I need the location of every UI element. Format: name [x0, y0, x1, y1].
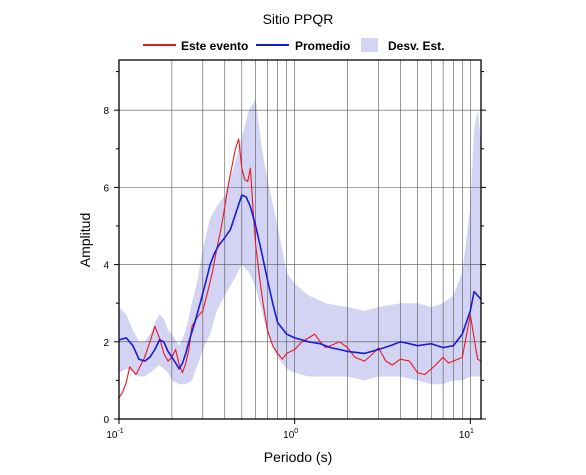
y-tick-label: 8: [103, 106, 109, 117]
chart-title: Sitio PPQR: [263, 11, 334, 27]
std-dev-band: [119, 98, 481, 385]
legend-label-mean: Promedio: [295, 39, 350, 53]
series-line-event: [118, 138, 482, 399]
y-tick-label: 4: [103, 261, 109, 272]
x-axis-label: Periodo (s): [264, 449, 332, 465]
legend: Este evento Promedio Desv. Est.: [143, 38, 444, 53]
x-tick-label: 100: [283, 428, 298, 441]
legend-swatch-band: [361, 38, 378, 52]
y-tick-label: 6: [103, 183, 109, 194]
series-line-mean: [118, 194, 482, 370]
y-axis-label: Amplitud: [77, 213, 93, 267]
x-tick-label: 101: [459, 428, 474, 441]
x-tick-label: 10-1: [106, 428, 123, 441]
legend-label-event: Este evento: [181, 39, 248, 53]
plot-area: 0 2 4 6 8 10-1 100 101: [103, 59, 486, 441]
plot-frame: [118, 59, 482, 420]
legend-label-band: Desv. Est.: [388, 39, 444, 53]
y-tick-label: 2: [103, 338, 109, 349]
y-tick-label: 0: [103, 415, 109, 426]
